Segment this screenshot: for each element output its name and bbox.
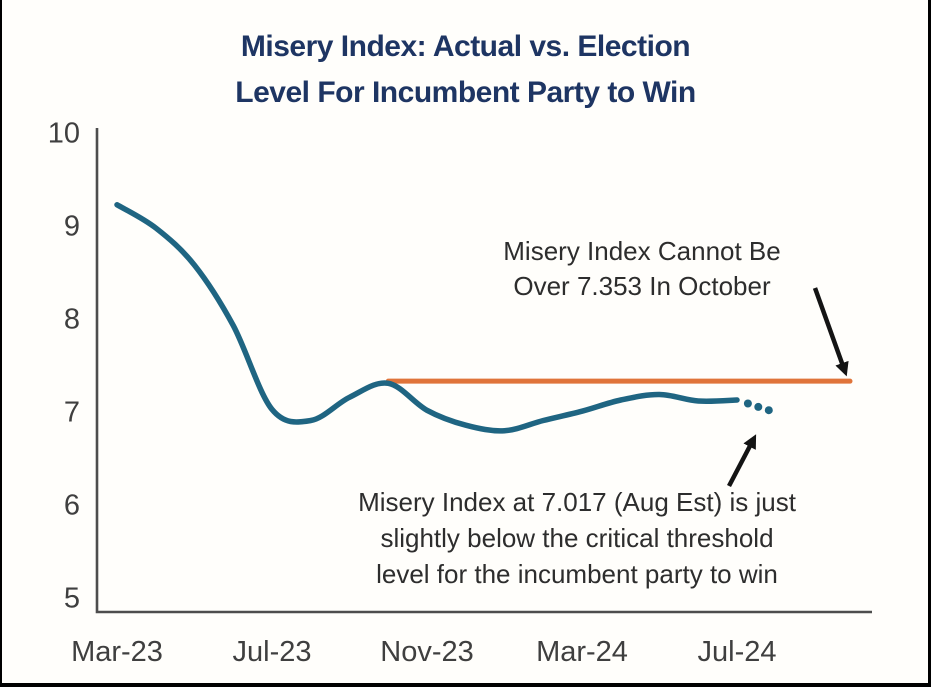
annotation-threshold-line-2: Over 7.353 In October — [513, 271, 771, 301]
y-tick-10: 10 — [48, 118, 80, 150]
annotation-estimate-line-3: level for the incumbent party to win — [376, 559, 778, 589]
chart-title-line-2: Level For Incumbent Party to Win — [235, 76, 696, 109]
x-tick-mar24: Mar-24 — [536, 636, 628, 668]
arrow-to-threshold-line-icon — [812, 287, 849, 377]
y-axis-tick-labels: 10 9 8 7 6 5 — [48, 118, 80, 615]
annotation-estimate-line-1: Misery Index at 7.017 (Aug Est) is just — [358, 487, 796, 517]
y-tick-7: 7 — [64, 397, 80, 429]
estimate-dot — [754, 402, 763, 411]
x-tick-mar23: Mar-23 — [71, 636, 163, 668]
estimate-dot — [743, 399, 752, 408]
annotation-threshold: Misery Index Cannot Be Over 7.353 In Oct… — [362, 234, 922, 304]
x-tick-jul23: Jul-23 — [233, 636, 312, 668]
y-tick-9: 9 — [64, 211, 80, 243]
actual-series-line — [114, 202, 740, 434]
chart-title-line-1: Misery Index: Actual vs. Election — [240, 30, 691, 63]
y-tick-5: 5 — [64, 583, 80, 615]
screenshot-border-bottom — [0, 683, 931, 687]
annotation-threshold-line-1: Misery Index Cannot Be — [503, 236, 781, 266]
estimate-dotted-segment — [743, 399, 773, 415]
screenshot-border-right — [928, 0, 931, 687]
annotation-estimate: Misery Index at 7.017 (Aug Est) is just … — [297, 484, 857, 592]
y-tick-6: 6 — [64, 490, 80, 522]
y-tick-8: 8 — [64, 304, 80, 336]
x-tick-nov23: Nov-23 — [380, 636, 474, 668]
x-axis-tick-labels: Mar-23 Jul-23 Nov-23 Mar-24 Jul-24 — [71, 636, 776, 668]
screenshot-border-left — [0, 0, 2, 687]
estimate-dot — [764, 406, 773, 415]
axis-lines — [95, 128, 872, 614]
annotation-estimate-line-2: slightly below the critical threshold — [380, 523, 774, 553]
arrow-to-estimate-dots-icon — [727, 434, 757, 488]
chart-title: Misery Index: Actual vs. Election Level … — [0, 24, 931, 116]
x-tick-jul24: Jul-24 — [698, 636, 777, 668]
